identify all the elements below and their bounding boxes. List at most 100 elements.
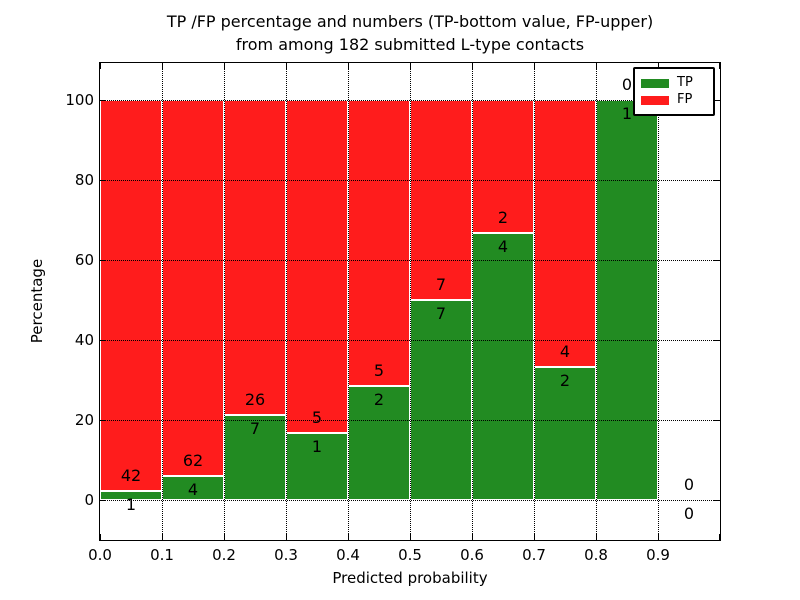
y-axis-label: Percentage — [28, 258, 46, 344]
tp-count-label-0.3-0.4: 1 — [311, 437, 323, 457]
fp-count-label-0.6-0.7: 2 — [497, 208, 509, 228]
bar-tp-0.6-0.7 — [472, 233, 534, 500]
xtick-label-0.0: 0.0 — [88, 546, 112, 564]
gridline-x-0.7 — [533, 63, 535, 540]
ytick-mark-right-20 — [714, 420, 720, 421]
xtick-mark-bottom-4 — [348, 534, 349, 540]
bar-tp-0.4-0.5 — [348, 385, 410, 500]
gridline-y-80 — [100, 180, 720, 181]
ytick-mark-right-0 — [714, 500, 720, 501]
xtick-mark-bottom-5 — [410, 534, 411, 540]
gridline-x-0.4 — [347, 63, 349, 540]
tp-count-label-0.4-0.5: 2 — [373, 389, 385, 409]
gridline-y-40 — [100, 340, 720, 341]
ytick-label-60: 60 — [74, 251, 94, 269]
xtick-label-0.7: 0.7 — [522, 546, 546, 564]
xtick-mark-top-5 — [410, 63, 411, 69]
chart-title: TP /FP percentage and numbers (TP-bottom… — [60, 10, 760, 56]
ytick-label-20: 20 — [74, 411, 94, 429]
xtick-mark-top-2 — [224, 63, 225, 69]
gridline-y-20 — [100, 420, 720, 421]
xtick-mark-bottom-7 — [534, 534, 535, 540]
chart-title-line-1: TP /FP percentage and numbers (TP-bottom… — [166, 12, 654, 31]
xtick-mark-top-1 — [162, 63, 163, 69]
bar-fp-0.0-0.1 — [100, 100, 162, 491]
ytick-mark-left-40 — [100, 340, 106, 341]
xtick-mark-bottom-8 — [596, 534, 597, 540]
bar-tp-0.8-0.9 — [596, 100, 658, 500]
xtick-mark-bottom-9 — [658, 534, 659, 540]
xtick-mark-top-0 — [100, 63, 101, 69]
fp-count-label-0.5-0.6: 7 — [435, 275, 447, 294]
xtick-mark-bottom-6 — [472, 534, 473, 540]
xtick-mark-top-6 — [472, 63, 473, 69]
gridline-x-0.9 — [657, 63, 659, 540]
fp-count-label-0.1-0.2: 62 — [182, 450, 204, 470]
bar-fp-0.4-0.5 — [348, 100, 410, 386]
x-axis-label: Predicted probability — [332, 569, 488, 587]
bar-fp-0.6-0.7 — [472, 100, 534, 234]
ytick-mark-left-100 — [100, 100, 106, 101]
xtick-mark-top-4 — [348, 63, 349, 69]
ytick-label-100: 100 — [65, 91, 94, 109]
gridline-y-100 — [100, 100, 720, 101]
tp-count-label-0.6-0.7: 4 — [497, 237, 509, 257]
tp-count-label-0.9-1.0: 0 — [683, 504, 695, 523]
fp-count-label-0.9-1.0: 0 — [683, 475, 695, 494]
tp-count-label-0.1-0.2: 4 — [187, 479, 199, 499]
xtick-label-0.8: 0.8 — [584, 546, 608, 564]
gridline-y-60 — [100, 260, 720, 261]
legend: TP FP — [633, 67, 715, 116]
tp-count-label-0.0-0.1: 1 — [125, 494, 137, 514]
xtick-label-0.9: 0.9 — [646, 546, 670, 564]
gridline-x-0.2 — [223, 63, 225, 540]
plot-area: 42 1 62 4 26 7 5 1 5 2 7 7 2 4 4 2 0 1 0 0 TP FP — [99, 62, 721, 541]
bar-tp-0.1-0.2 — [162, 475, 224, 500]
bar-tp-0.7-0.8 — [534, 366, 596, 500]
xtick-mark-bottom-3 — [286, 534, 287, 540]
xtick-mark-bottom-0 — [100, 534, 101, 540]
bar-tp-0.5-0.6 — [410, 300, 472, 500]
xtick-mark-top-10 — [719, 63, 720, 69]
gridline-y-0 — [100, 500, 720, 501]
ytick-mark-left-80 — [100, 180, 106, 181]
bar-fp-0.5-0.6 — [410, 100, 472, 300]
ytick-mark-left-0 — [100, 500, 106, 501]
legend-swatch-tp-icon — [641, 78, 669, 88]
bar-fp-0.2-0.3 — [224, 100, 286, 416]
tp-count-label-0.8-0.9: 1 — [621, 104, 633, 123]
tp-count-label-0.5-0.6: 7 — [435, 304, 447, 323]
gridline-x-0.5 — [409, 63, 411, 540]
tp-count-label-0.7-0.8: 2 — [559, 370, 571, 390]
ytick-mark-right-100 — [714, 100, 720, 101]
bar-fp-0.3-0.4 — [286, 100, 348, 434]
xtick-label-0.6: 0.6 — [460, 546, 484, 564]
xtick-mark-top-7 — [534, 63, 535, 69]
ytick-mark-left-20 — [100, 420, 106, 421]
bar-fp-0.7-0.8 — [534, 100, 596, 367]
legend-item-tp: TP — [641, 75, 707, 91]
fp-count-label-0.2-0.3: 26 — [244, 390, 266, 410]
gridline-x-0.8 — [595, 63, 597, 540]
legend-item-fp: FP — [641, 92, 707, 108]
gridline-x-0.3 — [285, 63, 287, 540]
xtick-mark-top-8 — [596, 63, 597, 69]
gridline-x-0.6 — [471, 63, 473, 540]
xtick-mark-bottom-1 — [162, 534, 163, 540]
fp-count-label-0.7-0.8: 4 — [559, 341, 571, 361]
xtick-mark-top-3 — [286, 63, 287, 69]
gridline-x-0.1 — [161, 63, 163, 540]
ytick-mark-left-60 — [100, 260, 106, 261]
bar-tp-0.3-0.4 — [286, 433, 348, 500]
ytick-label-40: 40 — [74, 331, 94, 349]
ytick-label-80: 80 — [74, 171, 94, 189]
ytick-label-0: 0 — [84, 491, 94, 509]
ytick-mark-right-60 — [714, 260, 720, 261]
xtick-mark-top-9 — [658, 63, 659, 69]
fp-count-label-0.3-0.4: 5 — [311, 408, 323, 428]
xtick-label-0.4: 0.4 — [336, 546, 360, 564]
legend-swatch-fp-icon — [641, 95, 669, 105]
xtick-label-0.3: 0.3 — [274, 546, 298, 564]
xtick-label-0.5: 0.5 — [398, 546, 422, 564]
